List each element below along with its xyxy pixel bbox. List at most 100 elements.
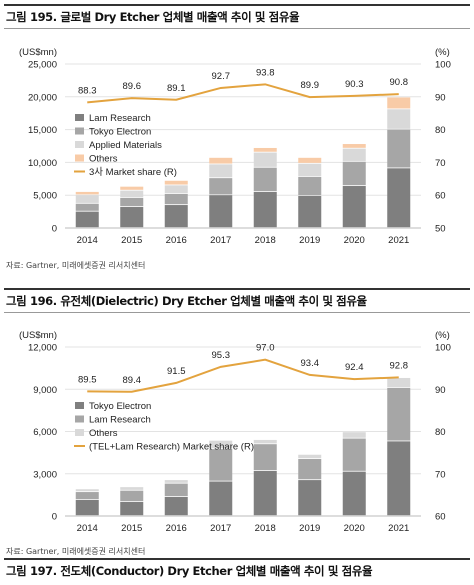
x-tick-label: 2014: [77, 235, 98, 246]
legend-label: Others: [89, 154, 118, 165]
bar-tokyo-electron: [342, 471, 366, 516]
bar-others: [164, 480, 188, 483]
figure2-top-rule: [4, 288, 470, 290]
bar-applied-materials: [387, 109, 411, 129]
bar-others: [75, 191, 99, 195]
bar-others: [387, 377, 411, 388]
legend-swatch: [75, 429, 84, 436]
bar-lam-research: [253, 191, 277, 228]
legend-label: Lam Research: [89, 415, 151, 426]
bar-tokyo-electron: [75, 499, 99, 516]
bar-others: [209, 440, 233, 449]
bar-applied-materials: [253, 152, 277, 167]
bar-lam-research: [253, 444, 277, 471]
bar-tokyo-electron: [253, 167, 277, 192]
bar-tokyo-electron: [387, 129, 411, 168]
x-tick-label: 2015: [121, 235, 142, 246]
market-share-data-label: 91.5: [167, 366, 186, 377]
legend-label: (TEL+Lam Research) Market share (R): [89, 442, 254, 453]
bar-others: [342, 144, 366, 148]
left-tick-label: 5,000: [33, 191, 57, 202]
bar-lam-research: [298, 195, 322, 228]
right-tick-label: 80: [435, 427, 446, 438]
figure2-title-rule: [4, 312, 470, 313]
legend-label: 3사 Market share (R): [89, 167, 177, 178]
left-tick-label: 6,000: [33, 427, 57, 438]
market-share-data-label: 93.4: [301, 358, 320, 369]
market-share-data-label: 97.0: [256, 343, 275, 354]
x-tick-label: 2021: [388, 523, 409, 534]
bar-lam-research: [164, 205, 188, 228]
right-tick-label: 90: [435, 92, 446, 103]
right-tick-label: 70: [435, 469, 446, 480]
x-tick-label: 2019: [299, 523, 320, 534]
market-share-line: [87, 83, 399, 104]
legend-swatch: [75, 114, 84, 121]
bar-lam-research: [209, 195, 233, 228]
bar-tokyo-electron: [253, 470, 277, 516]
left-tick-label: 12,000: [28, 343, 57, 354]
legend-swatch: [75, 415, 84, 423]
bar-lam-research: [75, 211, 99, 228]
market-share-data-label: 89.4: [123, 375, 142, 386]
legend-swatch: [75, 154, 84, 162]
bar-applied-materials: [75, 195, 99, 203]
bar-tokyo-electron: [209, 481, 233, 516]
left-tick-label: 15,000: [28, 125, 57, 136]
x-tick-label: 2018: [255, 235, 276, 246]
market-share-data-label: 92.4: [345, 362, 364, 373]
bar-tokyo-electron: [298, 176, 322, 196]
bar-lam-research: [342, 438, 366, 471]
figure1-source: 자료: Gartner, 미래에셋증권 리서치센터: [6, 261, 146, 270]
bar-lam-research: [342, 186, 366, 228]
bar-lam-research: [387, 387, 411, 441]
right-tick-label: 60: [435, 191, 446, 202]
bar-lam-research: [120, 490, 144, 502]
bar-lam-research: [120, 207, 144, 228]
bar-others: [298, 157, 322, 163]
x-tick-label: 2014: [77, 523, 98, 534]
bar-applied-materials: [298, 163, 322, 177]
right-tick-label: 60: [435, 512, 446, 523]
bar-tokyo-electron: [120, 501, 144, 516]
bar-lam-research: [298, 458, 322, 480]
bar-others: [342, 432, 366, 438]
right-tick-label: 100: [435, 343, 451, 354]
x-tick-label: 2018: [255, 523, 276, 534]
x-tick-label: 2016: [166, 235, 187, 246]
left-axis-unit: (US$mn): [19, 47, 57, 58]
bar-tokyo-electron: [209, 178, 233, 195]
right-tick-label: 50: [435, 224, 446, 235]
x-tick-label: 2021: [388, 235, 409, 246]
bar-applied-materials: [120, 190, 144, 198]
bar-others: [298, 454, 322, 459]
market-share-line: [87, 358, 399, 393]
bar-tokyo-electron: [164, 496, 188, 516]
figure3-title: 그림 197. 전도체(Conductor) Dry Etcher 업체별 매출…: [6, 564, 373, 578]
figure3-top-rule: [4, 558, 470, 560]
market-share-data-label: 92.7: [212, 71, 231, 82]
left-tick-label: 9,000: [33, 385, 57, 396]
figure1-chart: (US$mn) (%) 25,000 20,000 15,000 10,000 5,000 0…: [19, 47, 451, 246]
left-tick-label: 0: [52, 512, 57, 523]
right-tick-label: 70: [435, 158, 446, 169]
bar-others: [209, 157, 233, 164]
legend-label: Tokyo Electron: [89, 127, 151, 138]
bar-lam-research: [164, 483, 188, 497]
legend-label: Others: [89, 428, 118, 439]
x-tick-label: 2020: [344, 235, 365, 246]
x-tick-label: 2016: [166, 523, 187, 534]
right-axis-unit: (%): [435, 47, 450, 58]
bar-lam-research: [387, 168, 411, 228]
x-tick-label: 2019: [299, 235, 320, 246]
left-tick-label: 20,000: [28, 92, 57, 103]
legend-label: Tokyo Electron: [89, 401, 151, 412]
x-tick-label: 2015: [121, 523, 142, 534]
bar-applied-materials: [342, 148, 366, 161]
x-tick-label: 2017: [210, 523, 231, 534]
right-tick-label: 80: [435, 125, 446, 136]
market-share-data-label: 90.8: [390, 77, 409, 88]
legend-swatch: [75, 141, 84, 148]
bar-tokyo-electron: [387, 441, 411, 516]
figure1-title: 그림 195. 글로벌 Dry Etcher 업체별 매출액 추이 및 점유율: [6, 10, 300, 24]
